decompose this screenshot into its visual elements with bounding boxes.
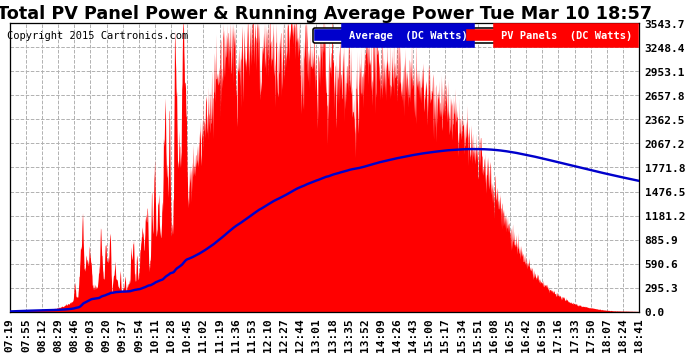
Legend: Average  (DC Watts), PV Panels  (DC Watts): Average (DC Watts), PV Panels (DC Watts) (313, 29, 634, 43)
Title: Total PV Panel Power & Running Average Power Tue Mar 10 18:57: Total PV Panel Power & Running Average P… (0, 5, 652, 23)
Text: Copyright 2015 Cartronics.com: Copyright 2015 Cartronics.com (7, 31, 188, 41)
